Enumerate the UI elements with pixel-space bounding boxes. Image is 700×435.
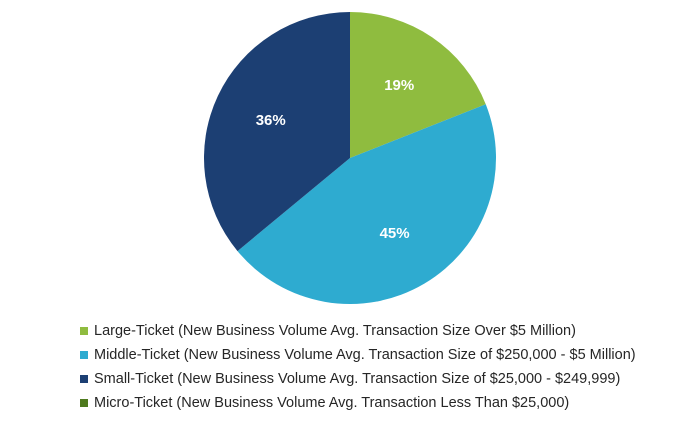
- chart-legend: Large-Ticket (New Business Volume Avg. T…: [80, 319, 636, 415]
- legend-label-micro-ticket: Micro-Ticket (New Business Volume Avg. T…: [94, 395, 570, 411]
- pie-slice-small-ticket: [203, 12, 350, 252]
- pie-slice-large-ticket: [350, 12, 486, 158]
- legend-label-large-ticket: Large-Ticket (New Business Volume Avg. T…: [94, 323, 576, 339]
- data-label-large-ticket: 19%: [384, 77, 414, 94]
- legend-label-middle-ticket: Middle-Ticket (New Business Volume Avg. …: [94, 347, 636, 363]
- data-label-middle-ticket: 45%: [380, 225, 410, 242]
- pie-slice-middle-ticket: [237, 104, 497, 305]
- legend-item-middle-ticket: Middle-Ticket (New Business Volume Avg. …: [80, 343, 636, 367]
- legend-swatch-micro-ticket: [80, 399, 88, 407]
- data-label-small-ticket: 36%: [256, 112, 286, 129]
- legend-item-small-ticket: Small-Ticket (New Business Volume Avg. T…: [80, 367, 636, 391]
- pie-chart: 19% 45% 36%: [203, 12, 497, 305]
- legend-item-large-ticket: Large-Ticket (New Business Volume Avg. T…: [80, 319, 636, 343]
- legend-label-small-ticket: Small-Ticket (New Business Volume Avg. T…: [94, 371, 621, 387]
- pie-data-labels: 19% 45% 36%: [256, 77, 415, 242]
- legend-swatch-small-ticket: [80, 375, 88, 383]
- legend-swatch-middle-ticket: [80, 351, 88, 359]
- legend-swatch-large-ticket: [80, 327, 88, 335]
- pie-slices: [203, 12, 497, 305]
- legend-item-micro-ticket: Micro-Ticket (New Business Volume Avg. T…: [80, 391, 636, 415]
